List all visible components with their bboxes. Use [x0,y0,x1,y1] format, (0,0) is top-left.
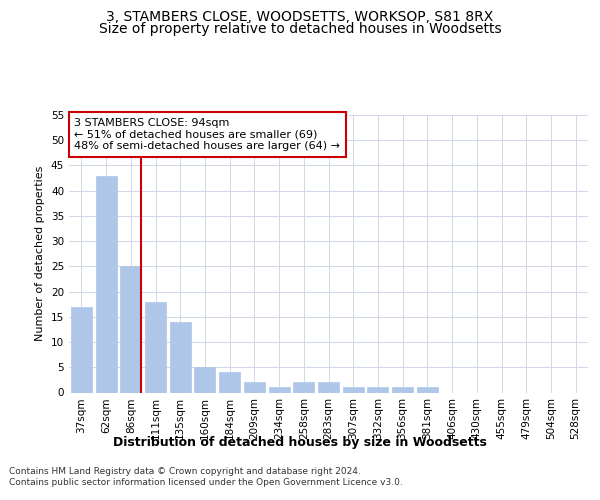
Text: Distribution of detached houses by size in Woodsetts: Distribution of detached houses by size … [113,436,487,449]
Bar [219,372,240,392]
Text: 3, STAMBERS CLOSE, WOODSETTS, WORKSOP, S81 8RX: 3, STAMBERS CLOSE, WOODSETTS, WORKSOP, S… [106,10,494,24]
Bar [120,266,141,392]
Bar [71,306,92,392]
Text: 3 STAMBERS CLOSE: 94sqm
← 51% of detached houses are smaller (69)
48% of semi-de: 3 STAMBERS CLOSE: 94sqm ← 51% of detache… [74,118,340,151]
Bar [170,322,191,392]
Y-axis label: Number of detached properties: Number of detached properties [35,166,46,342]
Bar [318,382,339,392]
Bar [392,388,413,392]
Bar [269,388,290,392]
Text: Size of property relative to detached houses in Woodsetts: Size of property relative to detached ho… [98,22,502,36]
Bar [343,388,364,392]
Bar [244,382,265,392]
Bar [145,302,166,392]
Bar [417,388,438,392]
Bar [367,388,388,392]
Text: Contains HM Land Registry data © Crown copyright and database right 2024.
Contai: Contains HM Land Registry data © Crown c… [9,468,403,487]
Bar [293,382,314,392]
Bar [95,176,116,392]
Bar [194,368,215,392]
